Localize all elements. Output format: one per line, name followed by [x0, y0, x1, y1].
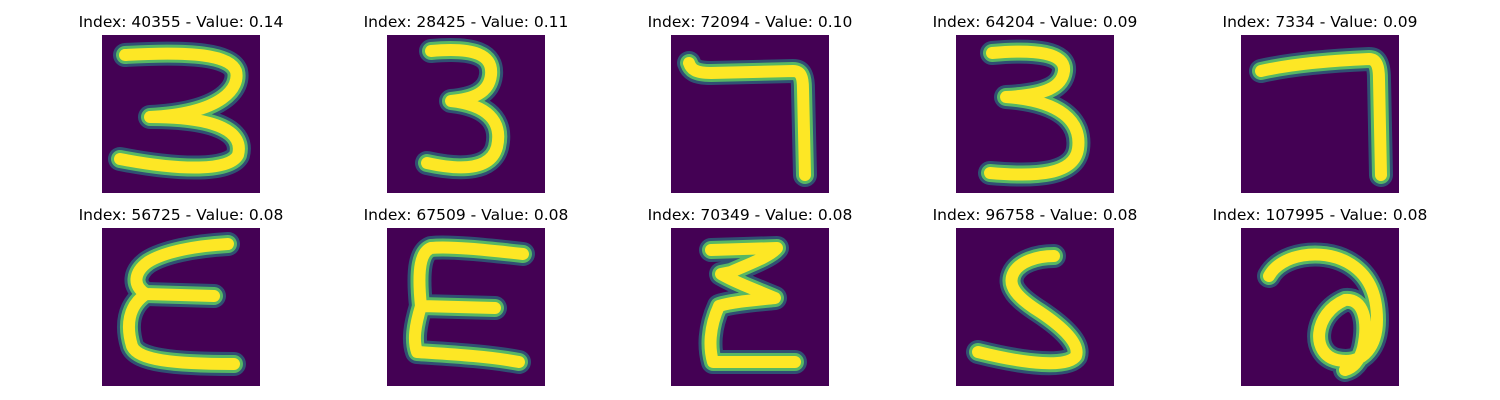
digit-image — [956, 228, 1114, 386]
panel-title: Index: 7334 - Value: 0.09 — [1222, 13, 1418, 31]
digit-strokes — [108, 41, 251, 180]
digit-strokes — [1249, 47, 1393, 187]
digit-image — [956, 35, 1114, 193]
digit-image — [671, 35, 829, 193]
panel-title: Index: 96758 - Value: 0.08 — [932, 206, 1138, 224]
digit-strokes — [402, 235, 535, 374]
digit-image — [102, 35, 260, 193]
panel-title: Index: 67509 - Value: 0.08 — [363, 206, 569, 224]
digit-strokes — [415, 38, 511, 180]
panel-title: Index: 107995 - Value: 0.08 — [1212, 206, 1428, 224]
digit-image — [387, 228, 545, 386]
panel-title: Index: 56725 - Value: 0.08 — [78, 206, 284, 224]
panel-title: Index: 40355 - Value: 0.14 — [78, 13, 284, 31]
digit-strokes — [1257, 242, 1389, 382]
digit-strokes — [698, 236, 807, 374]
digit-strokes — [966, 244, 1089, 376]
digit-image — [1241, 35, 1399, 193]
panel-title: Index: 72094 - Value: 0.10 — [647, 13, 853, 31]
panel-title: Index: 70349 - Value: 0.08 — [647, 206, 853, 224]
digit-image — [1241, 228, 1399, 386]
panel-title: Index: 64204 - Value: 0.09 — [932, 13, 1138, 31]
digit-strokes — [978, 39, 1091, 187]
digit-strokes — [677, 51, 817, 187]
digit-image — [102, 228, 260, 386]
digit-image — [387, 35, 545, 193]
panel-title: Index: 28425 - Value: 0.11 — [363, 13, 569, 31]
digit-image — [671, 228, 829, 386]
digit-strokes — [117, 232, 246, 376]
